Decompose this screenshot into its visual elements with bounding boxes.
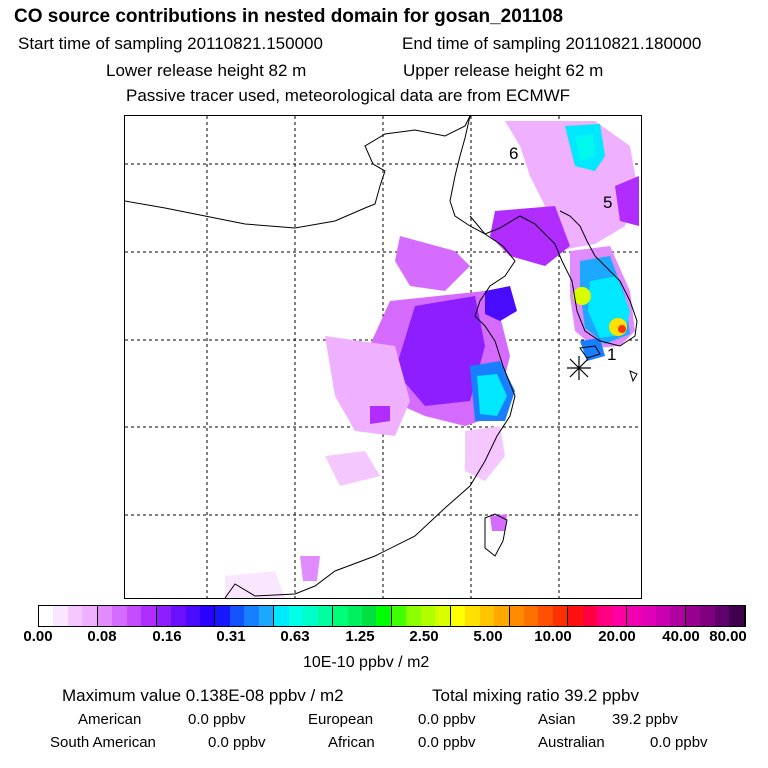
lower-release-label: Lower release height 82 m bbox=[106, 61, 307, 80]
colorbar-swatch bbox=[303, 606, 318, 626]
colorbar-swatch bbox=[171, 606, 186, 626]
colorbar-swatch bbox=[494, 606, 510, 626]
colorbar-tick: 2.50 bbox=[409, 628, 439, 645]
colorbar-swatch bbox=[582, 606, 598, 626]
colorbar-swatch bbox=[67, 606, 83, 626]
colorbar-swatch bbox=[97, 606, 113, 626]
colorbar-swatch bbox=[465, 606, 480, 626]
colorbar-swatch bbox=[391, 606, 407, 626]
colorbar-swatch bbox=[700, 606, 715, 626]
colorbar-swatch bbox=[376, 606, 392, 626]
colorbar-swatch bbox=[538, 606, 553, 626]
map-canvas bbox=[125, 116, 641, 598]
colorbar-swatch bbox=[229, 606, 245, 626]
colorbar-swatch bbox=[317, 606, 334, 626]
colorbar-swatch bbox=[199, 606, 216, 626]
colorbar-tick: 10.00 bbox=[534, 628, 572, 645]
colorbar-swatch bbox=[568, 606, 583, 626]
region-american-label: American bbox=[78, 711, 142, 728]
colorbar-swatch bbox=[656, 606, 671, 626]
colorbar-swatch bbox=[670, 606, 686, 626]
colorbar-tick: 0.31 bbox=[216, 628, 246, 645]
colorbar bbox=[38, 605, 746, 627]
colorbar-swatch bbox=[552, 606, 569, 626]
colorbar-swatch bbox=[53, 606, 68, 626]
region-asian-label: Asian bbox=[538, 711, 576, 728]
colorbar-swatch bbox=[39, 606, 54, 626]
colorbar-swatch bbox=[347, 606, 362, 626]
region-american-value: 0.0 ppbv bbox=[188, 711, 246, 728]
colorbar-swatch bbox=[406, 606, 421, 626]
colorbar-tick: 0.08 bbox=[87, 628, 117, 645]
colorbar-swatch bbox=[641, 606, 657, 626]
coastlines bbox=[125, 116, 638, 598]
colorbar-tick: 20.00 bbox=[598, 628, 636, 645]
region-asian-value: 39.2 ppbv bbox=[612, 711, 678, 728]
region-south-american-label: South American bbox=[50, 734, 156, 751]
receptor-asterisk-icon bbox=[567, 356, 591, 380]
colorbar-swatch bbox=[597, 606, 612, 626]
end-time-label: End time of sampling 20110821.180000 bbox=[402, 34, 702, 53]
colorbar-tick: 0.00 bbox=[23, 628, 53, 645]
colorbar-swatch bbox=[82, 606, 98, 626]
colorbar-swatch bbox=[244, 606, 259, 626]
colorbar-swatch bbox=[714, 606, 730, 626]
tracer-note: Passive tracer used, meteorological data… bbox=[126, 86, 571, 105]
colorbar-tick: 80.00 bbox=[709, 628, 747, 645]
map-label-6: 6 bbox=[509, 144, 519, 163]
concentration-field bbox=[225, 121, 639, 598]
region-australian-value: 0.0 ppbv bbox=[650, 734, 708, 751]
map-label-1: 1 bbox=[607, 345, 617, 364]
colorbar-swatch bbox=[141, 606, 157, 626]
colorbar-swatch bbox=[126, 606, 142, 626]
colorbar-swatch bbox=[627, 606, 642, 626]
colorbar-swatch bbox=[112, 606, 127, 626]
colorbar-tick: 0.63 bbox=[280, 628, 310, 645]
colorbar-tick: 5.00 bbox=[473, 628, 503, 645]
colorbar-swatch bbox=[274, 606, 289, 626]
colorbar-tick: 40.00 bbox=[662, 628, 700, 645]
region-european-label: European bbox=[308, 711, 374, 728]
start-time-label: Start time of sampling 20110821.150000 bbox=[18, 34, 323, 53]
region-african-label: African bbox=[328, 734, 375, 751]
colorbar-swatch bbox=[509, 606, 524, 626]
colorbar-swatch bbox=[258, 606, 275, 626]
colorbar-units: 10E-10 ppbv / m2 bbox=[303, 654, 430, 671]
region-african-value: 0.0 ppbv bbox=[418, 734, 476, 751]
colorbar-swatch bbox=[729, 606, 745, 626]
colorbar-swatch bbox=[288, 606, 304, 626]
colorbar-swatch bbox=[450, 606, 466, 626]
colorbar-swatch bbox=[333, 606, 348, 626]
total-mixing-ratio: Total mixing ratio 39.2 ppbv bbox=[432, 686, 639, 705]
colorbar-swatch bbox=[185, 606, 200, 626]
colorbar-tick: 1.25 bbox=[345, 628, 375, 645]
upper-release-label: Upper release height 62 m bbox=[403, 61, 604, 80]
colorbar-swatch bbox=[215, 606, 230, 626]
figure-title: CO source contributions in nested domain… bbox=[14, 6, 564, 27]
colorbar-tick: 0.16 bbox=[152, 628, 182, 645]
colorbar-swatch bbox=[611, 606, 628, 626]
colorbar-swatch bbox=[420, 606, 436, 626]
colorbar-swatch bbox=[685, 606, 701, 626]
colorbar-swatch bbox=[523, 606, 539, 626]
map-panel: 6 5 1 bbox=[124, 115, 642, 599]
colorbar-swatch bbox=[156, 606, 172, 626]
colorbar-swatch bbox=[479, 606, 495, 626]
map-label-5: 5 bbox=[603, 193, 613, 212]
region-south-american-value: 0.0 ppbv bbox=[208, 734, 266, 751]
region-european-value: 0.0 ppbv bbox=[418, 711, 476, 728]
colorbar-swatch bbox=[361, 606, 377, 626]
colorbar-swatch bbox=[435, 606, 451, 626]
max-value-label: Maximum value 0.138E-08 ppbv / m2 bbox=[62, 686, 344, 705]
region-australian-label: Australian bbox=[538, 734, 605, 751]
